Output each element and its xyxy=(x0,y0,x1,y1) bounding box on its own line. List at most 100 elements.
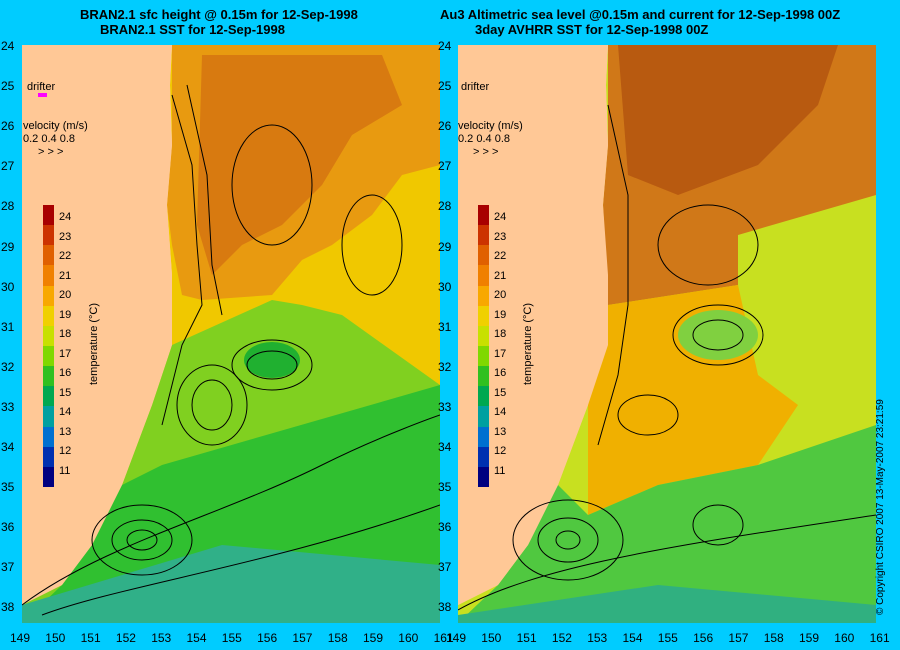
lon-label-left: 151 xyxy=(80,631,101,645)
colorbar-tick: 20 xyxy=(59,289,72,301)
colorbar-segment xyxy=(43,285,54,306)
lon-label-right: 158 xyxy=(763,631,784,645)
lon-label-right: 154 xyxy=(622,631,643,645)
lon-label-right: 152 xyxy=(551,631,572,645)
right-velocity-title: velocity (m/s) xyxy=(458,120,523,132)
colorbar-segment xyxy=(43,265,54,286)
colorbar-tick: 13 xyxy=(59,425,72,438)
colorbar-segment xyxy=(478,245,489,266)
lon-label-right: 157 xyxy=(728,631,749,645)
lon-label-right: 153 xyxy=(587,631,608,645)
lat-label-right: 28 xyxy=(438,199,452,214)
colorbar-tick: 21 xyxy=(59,269,72,282)
colorbar-segment xyxy=(478,446,489,467)
lon-label-right: 149 xyxy=(446,631,467,645)
colorbar-tick: 17 xyxy=(494,347,507,360)
right-title-line1: Au3 Altimetric sea level @0.15m and curr… xyxy=(440,7,841,22)
lat-label-left: 37 xyxy=(1,560,15,575)
lon-label-left: 149 xyxy=(10,631,31,645)
lat-label-left: 31 xyxy=(1,319,15,334)
colorbar-tick: 20 xyxy=(494,289,507,301)
colorbar-segment xyxy=(43,386,54,407)
right-colorbar xyxy=(478,205,489,487)
colorbar-tick: 22 xyxy=(494,250,507,262)
left-title-line1: BRAN2.1 sfc height @ 0.15m for 12-Sep-19… xyxy=(80,7,358,22)
lat-label-right: 27 xyxy=(438,159,452,174)
lat-label-left: 35 xyxy=(1,480,15,495)
lat-label-left: 38 xyxy=(1,600,15,615)
colorbar-tick: 21 xyxy=(494,269,507,282)
right-velocity-arrows: > > > xyxy=(473,146,499,158)
colorbar-tick: 13 xyxy=(494,425,507,438)
colorbar-tick: 23 xyxy=(494,230,507,243)
lon-label-left: 156 xyxy=(257,631,278,645)
colorbar-segment xyxy=(478,406,489,427)
colorbar-tick: 14 xyxy=(494,406,507,418)
colorbar-segment xyxy=(478,345,489,367)
lat-label-right: 33 xyxy=(438,399,452,414)
left-velocity-arrows: > > > xyxy=(38,146,64,158)
right-map-panel xyxy=(458,45,876,623)
colorbar-segment xyxy=(478,205,489,226)
colorbar-segment xyxy=(43,205,54,226)
colorbar-segment xyxy=(43,345,54,367)
colorbar-tick: 14 xyxy=(59,406,72,418)
lat-label-right: 26 xyxy=(438,119,452,134)
right-velocity-values: 0.2 0.4 0.8 xyxy=(458,133,510,145)
colorbar-tick: 12 xyxy=(59,445,72,457)
lon-label-left: 159 xyxy=(363,631,384,645)
lat-label-right: 31 xyxy=(438,319,452,334)
colorbar-tick: 16 xyxy=(59,367,72,379)
colorbar-segment xyxy=(478,366,489,387)
lat-label-left: 28 xyxy=(1,199,15,214)
colorbar-tick: 19 xyxy=(494,308,507,321)
colorbar-segment xyxy=(43,426,54,447)
lat-label-right: 29 xyxy=(438,239,452,254)
colorbar-segment xyxy=(43,245,54,266)
colorbar-tick: 18 xyxy=(59,328,72,340)
lon-label-left: 160 xyxy=(398,631,419,645)
lon-label-left: 155 xyxy=(221,631,242,645)
right-drifter-label: drifter xyxy=(461,81,490,93)
right-map-svg xyxy=(458,45,876,623)
lat-label-left: 32 xyxy=(1,359,15,374)
right-title-line2: 3day AVHRR SST for 12-Sep-1998 00Z xyxy=(475,22,709,37)
lon-label-right: 161 xyxy=(869,631,890,645)
colorbar-segment xyxy=(478,466,489,487)
colorbar-tick: 15 xyxy=(59,386,72,399)
left-map-svg xyxy=(22,45,440,623)
lat-label-right: 34 xyxy=(438,440,452,454)
left-drifter-marker xyxy=(38,93,47,97)
lat-label-left: 25 xyxy=(1,79,15,94)
left-colorbar-label: temperature (°C) xyxy=(88,302,100,385)
lat-label-right: 30 xyxy=(438,279,452,294)
colorbar-segment xyxy=(478,386,489,407)
colorbar-tick: 12 xyxy=(494,445,507,457)
colorbar-segment xyxy=(43,225,54,246)
colorbar-tick: 17 xyxy=(59,347,72,360)
lat-label-left: 27 xyxy=(1,159,15,174)
lon-label-left: 150 xyxy=(45,631,66,645)
colorbar-tick: 22 xyxy=(59,250,72,262)
colorbar-tick: 16 xyxy=(494,367,507,379)
lat-label-right: 35 xyxy=(438,480,452,495)
colorbar-tick: 24 xyxy=(59,211,72,223)
colorbar-segment xyxy=(43,406,54,427)
lat-label-right: 37 xyxy=(438,560,452,575)
lon-label-left: 157 xyxy=(292,631,313,645)
colorbar-segment xyxy=(478,426,489,447)
lat-label-left: 24 xyxy=(1,39,15,53)
colorbar-segment xyxy=(478,305,489,326)
lat-label-left: 34 xyxy=(1,440,15,454)
lat-label-left: 26 xyxy=(1,119,15,134)
colorbar-segment xyxy=(43,325,54,346)
lon-label-left: 161 xyxy=(433,631,454,645)
colorbar-tick: 15 xyxy=(494,386,507,399)
lon-label-right: 151 xyxy=(516,631,537,645)
colorbar-segment xyxy=(43,466,54,487)
colorbar-segment xyxy=(43,446,54,467)
lat-label-left: 33 xyxy=(1,399,15,414)
colorbar-tick: 23 xyxy=(59,230,72,243)
lon-label-right: 160 xyxy=(834,631,855,645)
lon-label-right: 155 xyxy=(657,631,678,645)
